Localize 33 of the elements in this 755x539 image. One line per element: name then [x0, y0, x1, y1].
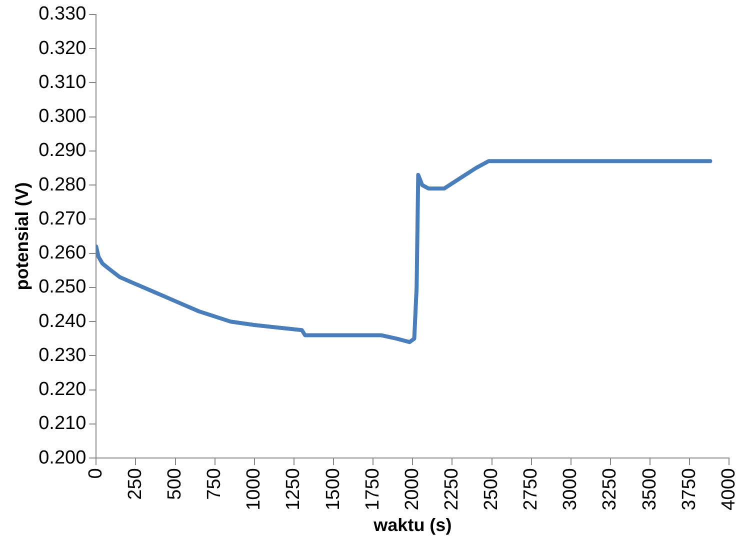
y-tick-label: 0.320 [38, 38, 86, 59]
y-tick-label: 0.220 [38, 379, 86, 400]
x-tick-label: 500 [164, 468, 186, 500]
x-tick-label: 3500 [639, 468, 660, 510]
y-tick-label: 0.210 [38, 413, 86, 434]
y-tick-label: 0.260 [38, 242, 86, 264]
y-tick-label: 0.240 [38, 310, 86, 332]
x-tick-label: 2250 [441, 468, 462, 510]
y-tick-label: 0.330 [38, 4, 86, 25]
x-tick-label: 2000 [402, 468, 423, 510]
x-tick-label: 4000 [718, 468, 740, 510]
x-tick-label: 1250 [283, 468, 304, 510]
y-tick-label: 0.300 [38, 106, 86, 128]
x-tick-label: 3750 [678, 468, 700, 510]
y-tick-label: 0.270 [38, 208, 86, 230]
y-tick-label: 0.200 [38, 447, 86, 468]
x-tick-label: 3250 [600, 468, 621, 510]
x-tick-label: 3000 [560, 468, 582, 510]
y-tick-label: 0.250 [38, 276, 86, 298]
x-tick-label: 2500 [481, 468, 502, 510]
x-tick-label: 750 [204, 468, 226, 500]
x-tick-label: 1500 [322, 468, 344, 510]
x-axis-title: waktu (s) [372, 515, 452, 536]
y-tick-label: 0.290 [38, 140, 86, 162]
y-tick-label: 0.280 [38, 174, 86, 196]
x-tick-label: 1000 [244, 468, 265, 510]
y-tick-label: 0.310 [38, 72, 86, 93]
x-tick-label: 0 [85, 468, 106, 479]
x-tick-label: 2750 [520, 468, 542, 510]
y-tick-label: 0.230 [38, 344, 86, 366]
y-axis-title: potensial (V) [12, 182, 32, 290]
x-tick-label: 250 [124, 468, 146, 500]
x-tick-label: 1750 [362, 468, 384, 510]
